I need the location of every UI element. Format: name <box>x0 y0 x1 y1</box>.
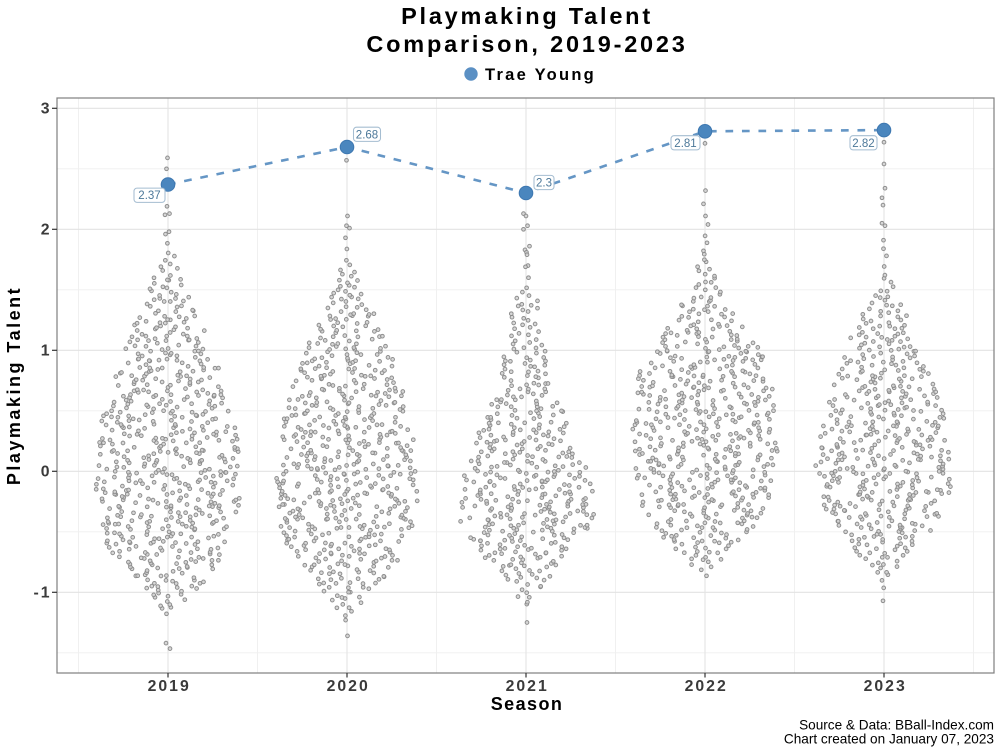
svg-text:2.82: 2.82 <box>852 138 874 150</box>
svg-text:2.3: 2.3 <box>536 178 552 190</box>
svg-text:Trae Young: Trae Young <box>485 66 596 84</box>
svg-text:Season: Season <box>491 694 564 714</box>
svg-text:Playmaking Talent: Playmaking Talent <box>401 3 653 29</box>
svg-text:1: 1 <box>41 343 52 360</box>
svg-text:Source & Data: BBall-Index.com: Source & Data: BBall-Index.com <box>799 718 994 733</box>
svg-text:2: 2 <box>41 222 52 239</box>
svg-text:-1: -1 <box>33 585 51 602</box>
svg-text:2.81: 2.81 <box>674 138 696 150</box>
svg-text:2.37: 2.37 <box>138 190 160 202</box>
svg-text:2023: 2023 <box>864 678 907 695</box>
svg-text:2022: 2022 <box>685 678 728 695</box>
svg-text:0: 0 <box>41 464 52 481</box>
svg-text:Chart created on January 07, 2: Chart created on January 07, 2023 <box>784 732 994 747</box>
svg-text:2019: 2019 <box>148 678 191 695</box>
svg-text:Comparison, 2019-2023: Comparison, 2019-2023 <box>366 31 687 57</box>
svg-text:2021: 2021 <box>506 678 549 695</box>
svg-text:2.68: 2.68 <box>356 129 378 141</box>
svg-text:3: 3 <box>41 101 52 118</box>
svg-text:2020: 2020 <box>327 678 370 695</box>
svg-text:Playmaking Talent: Playmaking Talent <box>4 286 24 485</box>
